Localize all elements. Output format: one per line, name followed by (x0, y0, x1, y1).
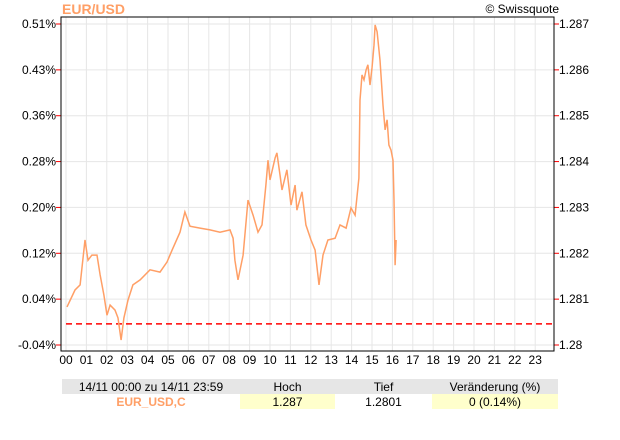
summary-header-row: 14/11 00:00 zu 14/11 23:59 Hoch Tief Ver… (62, 379, 558, 394)
x-tick-label: 02 (100, 353, 114, 367)
low-label: Tief (335, 379, 432, 394)
low-value: 1.2801 (365, 394, 402, 409)
y-right-label: 1.284 (559, 155, 589, 169)
x-tick-label: 05 (161, 353, 175, 367)
y-left-label: 0.04% (22, 292, 56, 306)
y-left-label: 0.12% (22, 246, 56, 260)
change-label: Veränderung (%) (432, 379, 558, 394)
x-tick-label: 12 (304, 353, 318, 367)
y-right-label: 1.286 (559, 63, 589, 77)
y-left-label: 0.20% (22, 200, 56, 214)
x-tick-label: 22 (508, 353, 522, 367)
x-tick-label: 16 (386, 353, 400, 367)
x-tick-label: 14 (345, 353, 359, 367)
x-tick-label: 03 (121, 353, 135, 367)
plot-frame (60, 16, 555, 352)
price-series-line (66, 24, 397, 341)
symbol: EUR_USD,C (116, 394, 186, 409)
y-left-label: 0.36% (22, 109, 56, 123)
x-tick-label: 19 (447, 353, 461, 367)
x-tick-label: 17 (406, 353, 420, 367)
x-tick-label: 23 (529, 353, 543, 367)
x-tick-label: 21 (488, 353, 502, 367)
x-tick-label: 00 (59, 353, 73, 367)
x-tick-label: 20 (467, 353, 481, 367)
high-label: Hoch (240, 379, 335, 394)
chart-title: EUR/USD (62, 1, 126, 17)
x-tick-label: 11 (284, 353, 297, 367)
x-tick-label: 18 (427, 353, 441, 367)
summary-row: EUR_USD,C 1.287 1.2801 0 (0.14%) (62, 394, 558, 409)
y-left-label: -0.04% (18, 338, 56, 352)
y-right-label: 1.281 (559, 292, 589, 306)
x-tick-label: 10 (263, 353, 277, 367)
high-value: 1.287 (240, 394, 335, 409)
y-right-label: 1.28 (559, 338, 583, 352)
x-tick-label: 09 (243, 353, 257, 367)
x-tick-label: 06 (182, 353, 196, 367)
x-tick-label: 08 (223, 353, 237, 367)
change-value: 0 (0.14%) (432, 394, 558, 409)
y-right-label: 1.285 (559, 109, 589, 123)
x-tick-label: 01 (80, 353, 94, 367)
price-chart: 00 01 02 03 04 05 06 07 08 09 10 11 12 13 14 15 16 17 18 19… (18, 16, 589, 367)
x-tick-label: 15 (365, 353, 379, 367)
y-right-label: 1.282 (559, 246, 589, 260)
period-label: 14/11 00:00 zu 14/11 23:59 (62, 379, 240, 394)
copyright: © Swissquote (485, 2, 559, 16)
x-tick-label: 13 (325, 353, 339, 367)
y-right-label: 1.287 (559, 17, 589, 31)
x-tick-label: 07 (202, 353, 216, 367)
y-left-label: 0.28% (22, 155, 56, 169)
summary-table: 14/11 00:00 zu 14/11 23:59 Hoch Tief Ver… (62, 379, 558, 409)
y-left-label: 0.51% (22, 17, 56, 31)
y-left-label: 0.43% (22, 63, 56, 77)
x-tick-label: 04 (141, 353, 155, 367)
y-right-label: 1.283 (559, 200, 589, 214)
